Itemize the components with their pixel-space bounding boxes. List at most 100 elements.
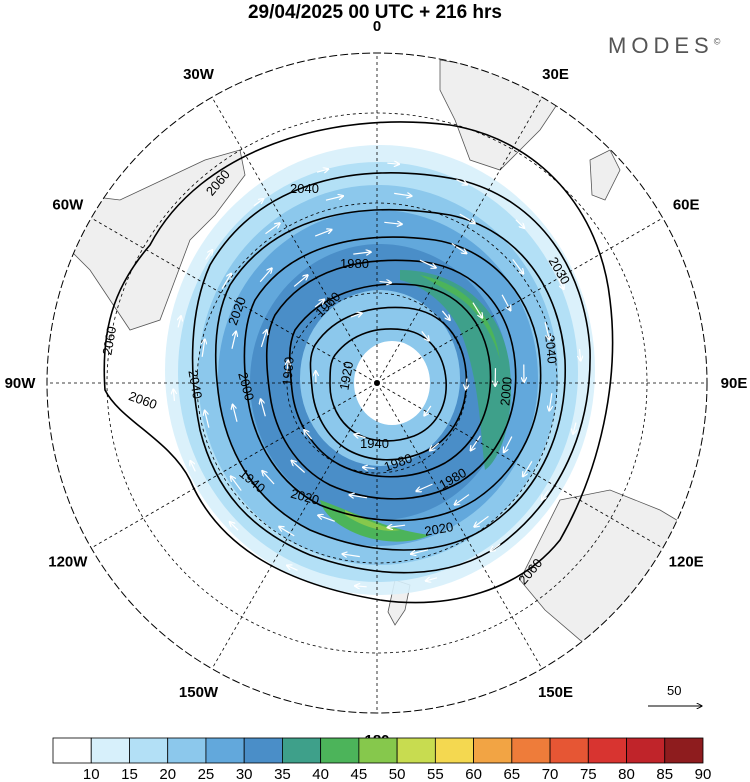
wind-vector-arrow <box>542 490 549 500</box>
wind-vector-arrow <box>205 250 213 260</box>
colorbar-level-label: 30 <box>236 766 253 782</box>
colorbar-swatch <box>549 737 589 764</box>
longitude-label: 180 <box>364 732 389 740</box>
contour-label: 2000 <box>235 370 257 402</box>
colorbar-swatch <box>282 737 322 764</box>
colorbar-level-label: 75 <box>580 766 597 782</box>
wind-vector-arrow <box>490 543 501 551</box>
wind-vector-arrow <box>291 460 306 473</box>
colorbar-level-label: 85 <box>656 766 673 782</box>
contour-1920 <box>329 328 447 442</box>
wind-vector-arrow <box>318 515 335 522</box>
map-title: 29/04/2025 00 UTC + 216 hrs <box>247 2 503 23</box>
polar-map: 2060 2040 2020 2000 1980 1960 1940 1920 … <box>5 18 748 740</box>
wind-vector-arrow <box>573 422 576 435</box>
wind-vector-arrow <box>363 467 375 468</box>
wind-vector-arrow <box>353 252 371 254</box>
wind-vector-arrow <box>259 268 272 283</box>
contour-label: 1920 <box>336 360 356 391</box>
wind-vector-arrow <box>454 494 470 505</box>
wind-vector-arrow <box>515 219 525 228</box>
wind-vector-arrow <box>354 434 366 437</box>
contour-1960 <box>288 283 492 478</box>
colorbar-level-label: 60 <box>465 766 482 782</box>
contour-2060 <box>103 121 614 604</box>
wind-vector-arrow <box>456 179 467 185</box>
contour-label: 2040 <box>185 369 205 400</box>
longitude-label: 30E <box>542 66 569 83</box>
wind-vector-arrow <box>231 331 236 349</box>
wind-vectors <box>173 163 580 587</box>
colorbar-level-label: 40 <box>312 766 329 782</box>
colorbar-level-label: 70 <box>542 766 559 782</box>
colorbar-swatch <box>129 737 169 764</box>
meridian-line <box>376 382 663 549</box>
wind-vector-arrow <box>387 525 406 527</box>
meridian-line <box>376 97 543 384</box>
south-america-landmass <box>47 149 246 331</box>
colorbar-level-label: 80 <box>618 766 635 782</box>
colorbar-level-label: 25 <box>198 766 215 782</box>
colorbar-swatch <box>587 737 627 764</box>
longitude-label: 120E <box>669 554 704 571</box>
wind-vector-arrow <box>350 313 362 317</box>
colorbar-level-label: 35 <box>274 766 291 782</box>
wind-vector-arrow <box>233 404 238 422</box>
wind-vector-arrow <box>558 278 564 290</box>
contour-label: 2060 <box>99 325 119 356</box>
colorbar-level-label: 55 <box>427 766 444 782</box>
colorbar-swatch <box>243 737 283 764</box>
wind-vector-arrow <box>472 302 482 318</box>
wind-vector-arrow <box>512 259 524 273</box>
colorbar-swatch <box>52 737 92 764</box>
contour-label: 1980 <box>340 256 369 271</box>
wind-vector-arrow <box>544 322 549 339</box>
wind-vector-arrow <box>261 399 266 417</box>
wind-vector-arrow <box>466 377 467 390</box>
colorbar-swatch <box>205 737 245 764</box>
contour-2000 <box>243 236 542 522</box>
longitude-label: 90W <box>5 375 37 392</box>
wind-vector-arrow <box>253 199 264 207</box>
meridian-line <box>376 382 543 669</box>
longitude-label: 0 <box>373 18 381 35</box>
jet-core-south <box>320 500 430 542</box>
wind-vector-arrow <box>416 483 433 491</box>
height-contours <box>103 121 614 604</box>
jet-core-east-max <box>420 275 500 360</box>
colorbar-level-label: 50 <box>389 766 406 782</box>
wind-vector-arrow <box>411 549 429 554</box>
wind-vector-arrow <box>304 430 313 440</box>
colorbar-level-label: 10 <box>83 766 100 782</box>
meridian-line <box>91 217 378 384</box>
contour-2040 <box>191 172 591 574</box>
colorbar-level-label: 15 <box>121 766 138 782</box>
wind-reference: 50 <box>648 683 702 706</box>
wind-vector-arrow <box>470 435 481 451</box>
longitude-label: 60E <box>673 197 700 214</box>
wind-vector-arrow <box>202 339 205 357</box>
wind-vector-arrow <box>230 522 239 531</box>
colorbar-level-label: 45 <box>351 766 368 782</box>
colorbar-level-label: 20 <box>159 766 176 782</box>
wind-vector-arrow <box>441 310 450 320</box>
wind-vector-arrow <box>549 393 552 411</box>
wind-vector-arrow <box>190 461 196 472</box>
colorbar-swatch <box>626 737 666 764</box>
wind-vector-arrow <box>173 389 174 402</box>
map-disc: 2060 2040 2020 2000 1980 1960 1940 1920 … <box>47 53 707 713</box>
wind-vector-arrow <box>355 586 367 587</box>
wind-vector-arrow <box>279 527 295 537</box>
map-frame <box>46 52 708 714</box>
longitude-label: 60W <box>52 197 84 214</box>
colorbar-swatch <box>511 737 551 764</box>
brand-text: MODES <box>608 33 714 58</box>
modes-brand-logo: MODES© <box>608 33 720 59</box>
longitude-label: 120W <box>48 554 88 571</box>
wind-vector-arrow <box>421 331 429 341</box>
wind-vector-arrow <box>459 213 475 223</box>
colorbar-swatch <box>664 737 704 764</box>
contour-2020 <box>214 208 566 551</box>
wind-vector-arrow <box>474 515 489 527</box>
longitude-label: 150E <box>538 684 573 701</box>
